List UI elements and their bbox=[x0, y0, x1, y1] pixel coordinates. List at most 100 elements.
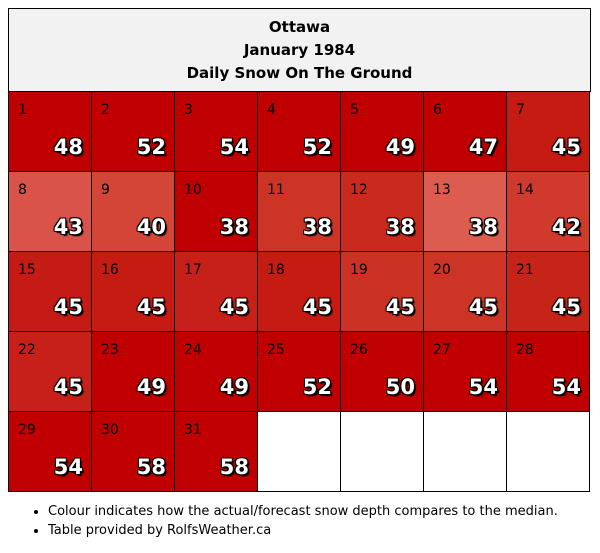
snow-depth-value: 38 bbox=[219, 215, 249, 239]
day-number: 25 bbox=[267, 342, 285, 358]
day-cell: 29 54 bbox=[9, 412, 92, 492]
snow-depth-value: 58 bbox=[136, 455, 166, 479]
day-cell: 28 54 bbox=[507, 332, 590, 412]
day-number: 20 bbox=[433, 262, 451, 278]
calendar-grid: 1 48 2 52 3 54 4 52 5 49 6 47 7 45 8 43 9 40 10 38 11 38 12 38 1… bbox=[8, 91, 591, 492]
snow-depth-value: 45 bbox=[385, 295, 415, 319]
day-cell: 26 50 bbox=[341, 332, 424, 412]
day-number: 28 bbox=[516, 342, 534, 358]
snow-depth-value: 45 bbox=[551, 135, 581, 159]
day-number: 6 bbox=[433, 102, 442, 118]
day-cell: 27 54 bbox=[424, 332, 507, 412]
day-cell: 16 45 bbox=[92, 252, 175, 332]
snow-depth-value: 50 bbox=[385, 375, 415, 399]
day-number: 5 bbox=[350, 102, 359, 118]
day-number: 2 bbox=[101, 102, 110, 118]
day-number: 18 bbox=[267, 262, 285, 278]
snow-depth-value: 45 bbox=[219, 295, 249, 319]
day-cell: 6 47 bbox=[424, 92, 507, 172]
snow-depth-value: 52 bbox=[302, 375, 332, 399]
city-title: Ottawa bbox=[268, 18, 331, 36]
snow-depth-value: 49 bbox=[385, 135, 415, 159]
day-cell: 9 40 bbox=[92, 172, 175, 252]
day-cell: 21 45 bbox=[507, 252, 590, 332]
day-cell: 15 45 bbox=[9, 252, 92, 332]
day-number: 22 bbox=[18, 342, 36, 358]
day-number: 3 bbox=[184, 102, 193, 118]
day-number: 31 bbox=[184, 422, 202, 438]
snow-depth-value: 45 bbox=[302, 295, 332, 319]
snow-depth-value: 40 bbox=[136, 215, 166, 239]
day-cell: 8 43 bbox=[9, 172, 92, 252]
calendar-header: Ottawa January 1984 Daily Snow On The Gr… bbox=[8, 8, 591, 91]
day-cell: 2 52 bbox=[92, 92, 175, 172]
day-number: 12 bbox=[350, 182, 368, 198]
snow-depth-value: 49 bbox=[136, 375, 166, 399]
day-number: 30 bbox=[101, 422, 119, 438]
notes-list: Colour indicates how the actual/forecast… bbox=[30, 502, 558, 540]
snow-depth-value: 48 bbox=[53, 135, 83, 159]
day-number: 1 bbox=[18, 102, 27, 118]
snow-depth-value: 45 bbox=[53, 375, 83, 399]
day-number: 16 bbox=[101, 262, 119, 278]
snow-depth-value: 45 bbox=[136, 295, 166, 319]
day-number: 29 bbox=[18, 422, 36, 438]
day-cell: 12 38 bbox=[341, 172, 424, 252]
snow-depth-value: 52 bbox=[302, 135, 332, 159]
day-number: 26 bbox=[350, 342, 368, 358]
chart-subtitle: Daily Snow On The Ground bbox=[186, 64, 413, 82]
day-number: 21 bbox=[516, 262, 534, 278]
snow-depth-value: 49 bbox=[219, 375, 249, 399]
empty-cell bbox=[507, 412, 590, 492]
day-number: 27 bbox=[433, 342, 451, 358]
day-number: 7 bbox=[516, 102, 525, 118]
day-number: 8 bbox=[18, 182, 27, 198]
day-cell: 13 38 bbox=[424, 172, 507, 252]
day-cell: 23 49 bbox=[92, 332, 175, 412]
day-cell: 31 58 bbox=[175, 412, 258, 492]
day-cell: 18 45 bbox=[258, 252, 341, 332]
day-cell: 14 42 bbox=[507, 172, 590, 252]
day-cell: 11 38 bbox=[258, 172, 341, 252]
snow-depth-value: 45 bbox=[551, 295, 581, 319]
day-cell: 5 49 bbox=[341, 92, 424, 172]
day-number: 23 bbox=[101, 342, 119, 358]
day-cell: 7 45 bbox=[507, 92, 590, 172]
day-number: 11 bbox=[267, 182, 285, 198]
note-colour-legend: Colour indicates how the actual/forecast… bbox=[48, 502, 558, 521]
day-cell: 17 45 bbox=[175, 252, 258, 332]
day-cell: 22 45 bbox=[9, 332, 92, 412]
day-number: 24 bbox=[184, 342, 202, 358]
day-number: 17 bbox=[184, 262, 202, 278]
day-number: 15 bbox=[18, 262, 36, 278]
day-cell: 20 45 bbox=[424, 252, 507, 332]
day-number: 10 bbox=[184, 182, 202, 198]
snow-depth-value: 42 bbox=[551, 215, 581, 239]
snow-calendar: Ottawa January 1984 Daily Snow On The Gr… bbox=[8, 8, 591, 492]
day-number: 19 bbox=[350, 262, 368, 278]
snow-depth-value: 52 bbox=[136, 135, 166, 159]
day-cell: 1 48 bbox=[9, 92, 92, 172]
snow-depth-value: 38 bbox=[302, 215, 332, 239]
day-cell: 10 38 bbox=[175, 172, 258, 252]
day-number: 14 bbox=[516, 182, 534, 198]
day-cell: 3 54 bbox=[175, 92, 258, 172]
snow-depth-value: 45 bbox=[468, 295, 498, 319]
note-credit: Table provided by RolfsWeather.ca bbox=[48, 521, 558, 540]
day-cell: 25 52 bbox=[258, 332, 341, 412]
snow-depth-value: 45 bbox=[53, 295, 83, 319]
day-cell: 30 58 bbox=[92, 412, 175, 492]
snow-depth-value: 54 bbox=[551, 375, 581, 399]
snow-depth-value: 54 bbox=[468, 375, 498, 399]
snow-depth-value: 38 bbox=[385, 215, 415, 239]
period-title: January 1984 bbox=[243, 41, 356, 59]
empty-cell bbox=[341, 412, 424, 492]
day-cell: 4 52 bbox=[258, 92, 341, 172]
day-cell: 19 45 bbox=[341, 252, 424, 332]
snow-depth-value: 47 bbox=[468, 135, 498, 159]
snow-depth-value: 54 bbox=[219, 135, 249, 159]
day-cell: 24 49 bbox=[175, 332, 258, 412]
snow-depth-value: 54 bbox=[53, 455, 83, 479]
day-number: 9 bbox=[101, 182, 110, 198]
snow-depth-value: 38 bbox=[468, 215, 498, 239]
